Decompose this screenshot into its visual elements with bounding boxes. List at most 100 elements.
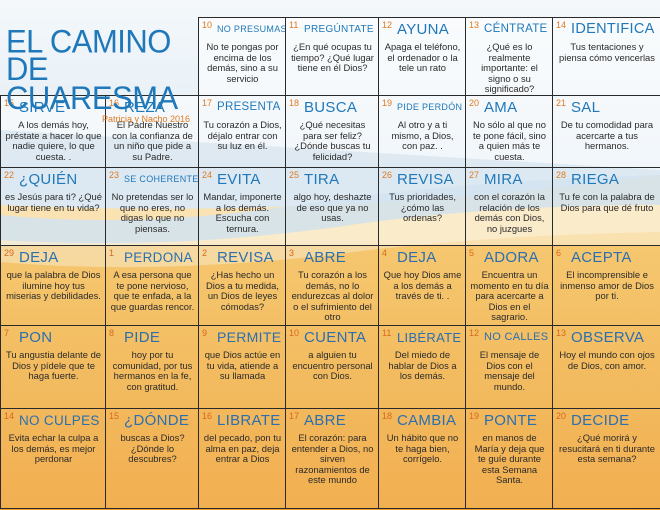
day-text: con el corazón la relación de los demás …: [474, 191, 545, 234]
day-cell: 20 DECIDE ¿Qué morirá y resucitará en ti d…: [552, 408, 660, 509]
day-action: ABRE: [304, 249, 347, 266]
day-cell: 22 ¿QUIÉN es Jesús para ti? ¿Qué lugar tie…: [0, 167, 106, 246]
day-cell: 10 CUENTA a alguien tu encuentro personal …: [285, 325, 379, 409]
day-action: PIDE: [124, 329, 161, 346]
day-cell: 5 ADORA Encuentra un momento en tu día par…: [465, 245, 553, 326]
day-cell: 15 ¿DÓNDE buscas a Dios? ¿Dónde lo descubr…: [105, 408, 199, 509]
day-action: DECIDE: [571, 412, 630, 429]
day-action: PERMITE: [217, 329, 282, 345]
day-text: Evita echar la culpa a los demás, es mej…: [8, 432, 99, 465]
day-number: 10: [289, 328, 300, 338]
day-text: ¿En qué ocupas tu tiempo? ¿Qué lugar tie…: [291, 41, 374, 74]
day-text: Que hoy Dios ame a los demás a través de…: [383, 269, 462, 302]
day-text: es Jesús para ti? ¿Qué lugar tiene en tu…: [5, 191, 102, 213]
day-text: El Padre Nuestro con la confianza de un …: [112, 119, 193, 162]
day-text: a alguien tu encuentro personal con Dios…: [292, 349, 373, 382]
day-text: De tu comodidad para acercarte a tus her…: [560, 119, 654, 152]
day-text: Tus prioridades, ¿cómo las ordenas?: [389, 191, 456, 224]
day-action: RIEGA: [571, 171, 620, 188]
day-text: ¿Has hecho un Dios a tu medida, un Dios …: [206, 269, 279, 312]
day-action: NO CULPES: [19, 413, 100, 428]
day-number: 12: [469, 328, 480, 338]
day-text: ¿Qué es lo realmente importante: el sign…: [481, 41, 538, 95]
day-cell: 18 CAMBIA Un hábito que no te haga bien, c…: [378, 408, 466, 509]
day-action: REVISA: [397, 171, 454, 188]
day-text: buscas a Dios? ¿Dónde lo descubres?: [120, 432, 185, 465]
day-text: Tu fe con la palabra de Dios para que dé…: [559, 191, 655, 213]
day-cell: 18 BUSCA ¿Qué necesitas para ser feliz? ¿D…: [285, 95, 379, 168]
day-action: LIBRATE: [217, 412, 281, 429]
day-action: NO CALLES: [484, 331, 549, 343]
day-text: en manos de María y deja que te guíe dur…: [474, 432, 545, 486]
day-action: LIBÉRATE: [397, 330, 462, 345]
day-text: que la palabra de Dios ilumine hoy tus m…: [6, 269, 101, 302]
day-text: El incomprensible e inmenso amor de Dios…: [560, 269, 654, 302]
day-number: 27: [469, 170, 480, 180]
day-cell: 13 OBSERVA Hoy el mundo con ojos de Dios, …: [552, 325, 660, 409]
day-text: Encuentra un momento en tu día para acer…: [470, 269, 549, 323]
day-cell: 29 DEJA que la palabra de Dios ilumine hoy…: [0, 245, 106, 326]
day-number: 11: [382, 328, 392, 338]
day-cell: 7 PON Tu angustia delante de Dios y pídele…: [0, 325, 106, 409]
day-number: 15: [4, 98, 15, 108]
day-action: ¿DÓNDE: [124, 412, 190, 429]
day-number: 28: [556, 170, 567, 180]
day-number: 13: [556, 328, 567, 338]
subtitle: Patricia y Nacho 2016: [101, 114, 190, 124]
day-text: Al otro y a ti mismo, a Dios, con paz. .: [391, 119, 454, 152]
day-number: 3: [289, 248, 295, 258]
day-action: SE COHERENTE: [124, 174, 199, 184]
day-text: No te pongas por encima de los demás, si…: [206, 41, 279, 84]
day-text: ¿Qué morirá y resucitará en ti durante e…: [559, 432, 655, 465]
day-number: 21: [556, 98, 567, 108]
day-action: PREGÚNTATE: [304, 24, 374, 35]
day-cell: 6 ACEPTA El incomprensible e inmenso amor …: [552, 245, 660, 326]
day-cell: 19 PIDE PERDÓN Al otro y a ti mismo, a Dio…: [378, 95, 466, 168]
day-text: Tu corazón a Dios, déjalo entrar con su …: [203, 119, 282, 152]
day-cell: 17 ABRE El corazón: para entender a Dios, …: [285, 408, 379, 509]
day-text: A esa persona que te pone nervioso, que …: [110, 269, 195, 312]
day-text: No pretendas ser lo que no eres, no diga…: [111, 191, 194, 234]
day-action: ABRE: [304, 412, 347, 429]
day-number: 14: [4, 411, 15, 421]
day-cell: 13 CÉNTRATE ¿Qué es lo realmente important…: [465, 17, 553, 96]
day-cell: 12 AYUNA Apaga el teléfono, el ordenador o…: [378, 17, 466, 96]
day-number: 6: [556, 248, 562, 258]
day-cell: 10 NO PRESUMAS No te pongas por encima de …: [198, 17, 286, 96]
day-number: 9: [202, 328, 208, 338]
day-cell: 16 REZA El Padre Nuestro con la confianza …: [105, 95, 199, 168]
day-action: DEJA: [19, 249, 59, 266]
day-text: Apaga el teléfono, el ordenador o la tel…: [384, 41, 461, 74]
day-text: Tus tentaciones y piensa cómo vencerlas: [559, 41, 655, 63]
day-cell: 9 PERMITE que Dios actúe en tu vida, atien…: [198, 325, 286, 409]
day-action: IDENTIFICA: [571, 21, 655, 37]
day-cell: 2 REVISA ¿Has hecho un Dios a tu medida, u…: [198, 245, 286, 326]
day-cell: 16 LIBRATE del pecado, pon tu alma en paz,…: [198, 408, 286, 509]
day-text: A los demás hoy, préstate a hacer lo que…: [5, 119, 102, 162]
day-number: 8: [109, 328, 115, 338]
day-number: 19: [382, 98, 393, 108]
day-action: PRESENTA: [217, 101, 281, 113]
day-action: REZA: [124, 99, 166, 116]
day-action: ACEPTA: [571, 249, 632, 266]
day-action: BUSCA: [304, 99, 358, 116]
day-number: 15: [109, 411, 120, 421]
day-cell: 27 MIRA con el corazón la relación de los …: [465, 167, 553, 246]
day-number: 16: [202, 411, 213, 421]
day-text: Un hábito que no te haga bien, corrígelo…: [386, 432, 459, 465]
day-text: El corazón: para entender a Dios, no sir…: [291, 432, 374, 486]
day-action: CAMBIA: [397, 412, 457, 429]
day-text: No sólo al que no te pone fácil, sino a …: [473, 119, 546, 162]
day-cell: 24 EVITA Mandar, imponerte a los demás. Es…: [198, 167, 286, 246]
day-action: SAL: [571, 99, 601, 116]
day-number: 11: [289, 20, 299, 30]
day-cell: 12 NO CALLES El mensaje de Dios con el men…: [465, 325, 553, 409]
title-line-2: DE CUARESMA: [6, 50, 178, 117]
day-number: 18: [289, 98, 300, 108]
day-number: 1: [109, 248, 115, 258]
day-number: 24: [202, 170, 213, 180]
day-cell: 14 NO CULPES Evita echar la culpa a los de…: [0, 408, 106, 509]
day-cell: 28 RIEGA Tu fe con la palabra de Dios para…: [552, 167, 660, 246]
day-action: AMA: [484, 99, 518, 116]
day-number: 19: [469, 411, 480, 421]
